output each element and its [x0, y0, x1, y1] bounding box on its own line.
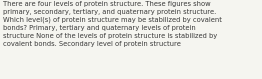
Text: There are four levels of protein structure. These figures show
primary, secondar: There are four levels of protein structu… — [3, 1, 222, 47]
